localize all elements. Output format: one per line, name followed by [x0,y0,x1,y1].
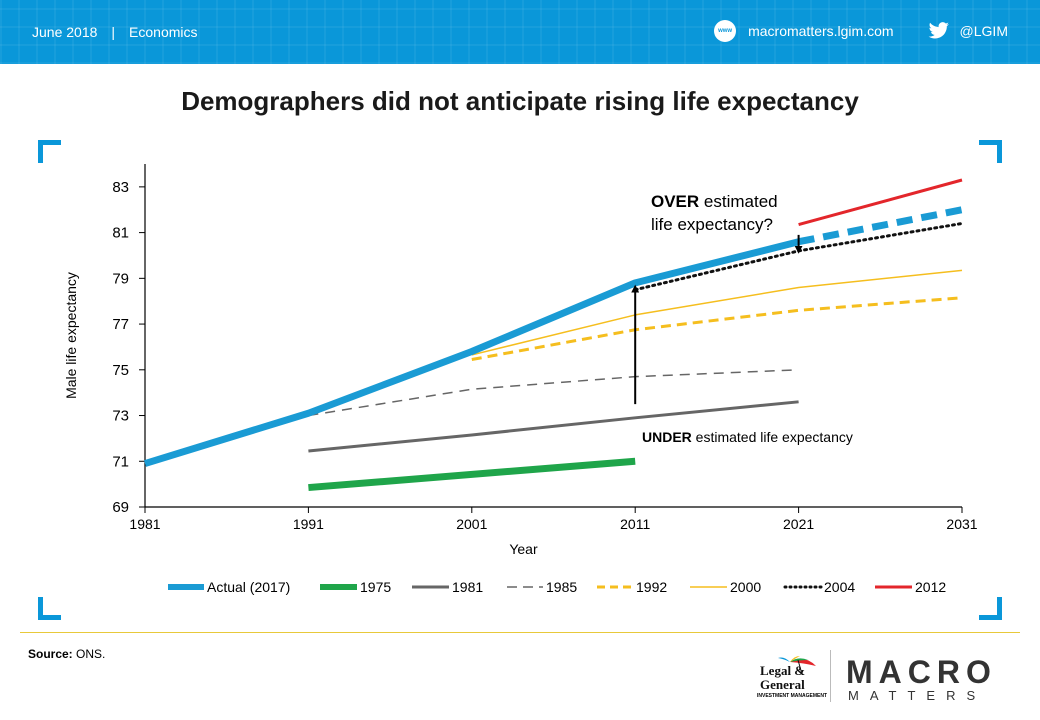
under-annotation: UNDER estimated life expectancy [642,429,853,445]
logo-separator [830,650,831,702]
y-tick-label: 79 [112,270,129,287]
series-line-actual-projection [797,206,963,246]
axes: 69 71 73 75 77 79 81 83 1981 1991 2001 2011 2021 2031… [63,164,978,557]
x-tick-label: 1991 [293,516,324,532]
over-annotation-line2: life expectancy? [651,215,773,234]
legend: Actual (2017) 1975 1981 1985 1992 2000 2004 201… [168,579,946,595]
series-line-1992 [471,296,963,361]
y-tick-label: 75 [112,362,129,379]
website-link[interactable]: macromatters.lgim.com [748,23,894,39]
annotations: OVER estimated life expectancy? UNDER esti… [631,192,853,445]
lg-subtitle: INVESTMENT MANAGEMENT [757,693,827,699]
y-tick-label: 73 [112,408,129,425]
footer-divider [20,632,1020,633]
series-line-actual-2017 [143,238,800,467]
lg-name-line1: Legal & [760,663,806,678]
x-tick-label: 2021 [783,516,814,532]
x-tick-label: 2031 [946,516,977,532]
legend-label: 1981 [452,579,483,595]
legend-label: Actual (2017) [207,579,290,595]
twitter-handle[interactable]: @LGIM [959,23,1008,39]
header-left: June 2018 | Economics [32,24,198,40]
legend-label: 1975 [360,579,391,595]
source-note: Source: ONS. [28,647,105,661]
legend-label: 2004 [824,579,855,595]
corner-bracket-top-left [38,140,61,163]
corner-bracket-bottom-left [38,597,61,620]
y-tick-label: 77 [112,316,129,333]
legend-label: 2000 [730,579,761,595]
x-tick-label: 2001 [456,516,487,532]
header-separator: | [111,24,116,40]
series-line-2012 [798,178,963,227]
x-axis-label: Year [509,541,538,557]
legend-label: 2012 [915,579,946,595]
header-right: www macromatters.lgim.com @LGIM [714,20,1008,42]
lg-name-line2: General [760,677,805,692]
over-annotation: OVER estimated [651,192,778,211]
series-line-1985 [308,369,799,417]
corner-bracket-top-right [979,140,1002,163]
y-tick-label: 81 [112,225,129,242]
source-label: Source: [28,647,73,661]
publication-date: June 2018 [32,24,98,40]
macro-wordmark: MACRO [846,654,997,690]
y-tick-label: 83 [112,179,129,196]
banner-pattern [0,0,1040,64]
chart-title: Demographers did not anticipate rising l… [181,86,859,116]
series-line-2000 [471,269,963,356]
x-tick-label: 1981 [129,516,160,532]
section-link[interactable]: Economics [129,24,198,40]
series-lines [143,178,964,492]
legend-label: 1992 [636,579,667,595]
series-line-1975 [308,457,636,492]
series-line-1981 [308,400,799,453]
y-axis-label: Male life expectancy [63,272,79,399]
source-text: ONS. [72,647,106,661]
y-tick-label: 71 [112,453,129,470]
corner-bracket-bottom-right [979,597,1002,620]
x-tick-label: 2011 [620,516,650,532]
umbrella-icon [778,656,816,675]
globe-icon: www [714,20,737,42]
twitter-icon[interactable] [928,22,950,40]
y-tick-label: 69 [112,499,129,516]
lg-wordmark: Legal & General [760,664,820,692]
matters-wordmark: MATTERS [848,688,987,703]
legend-label: 1985 [546,579,577,595]
header-banner: June 2018 | Economics www macromatters.l… [0,0,1040,64]
